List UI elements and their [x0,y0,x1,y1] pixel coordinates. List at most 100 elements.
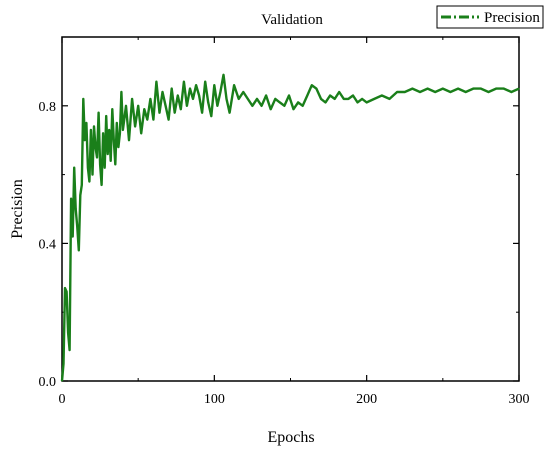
data-point [201,112,203,114]
data-point [110,160,112,162]
data-point [125,105,127,107]
data-point [146,119,148,121]
y-tick-label: 0.8 [39,100,57,115]
data-point [189,88,191,90]
data-point [82,98,84,100]
data-point [134,125,136,127]
data-point [171,88,173,90]
data-point [457,88,459,90]
data-point [347,98,349,100]
data-point [105,115,107,117]
series-line-precision [60,73,520,382]
x-axis-label: Epochs [267,429,314,446]
data-point [78,249,80,251]
y-tick-label: 0.4 [39,237,57,252]
data-point [251,105,253,107]
data-point [177,94,179,97]
data-point [69,349,71,351]
data-point [85,122,87,124]
x-tick-label: 200 [356,392,377,407]
data-point [381,94,383,97]
data-point [427,88,429,90]
data-point [338,91,340,93]
data-point [183,81,185,83]
data-point [140,132,142,134]
data-point [419,91,421,93]
data-point [96,156,98,158]
data-point [195,84,197,86]
data-point [302,105,304,107]
data-point [128,139,130,141]
legend-box [436,5,544,29]
data-point [64,287,66,289]
data-point [288,94,290,97]
x-tick-label: 300 [509,392,530,407]
data-point [204,81,206,83]
data-point [311,84,313,86]
data-point [366,101,368,103]
data-point [465,91,467,93]
data-point [61,380,63,382]
data-point [238,98,240,100]
data-point [122,129,124,131]
data-point [297,101,299,103]
x-axis-ticks: 0 100 200 300 [59,37,530,407]
y-axis-label: Precision [9,179,26,239]
data-point [361,98,363,100]
data-point [334,98,336,100]
data-point [274,98,276,100]
data-point [265,94,267,97]
data-point [480,88,482,90]
data-point [487,91,490,93]
data-point [168,119,170,121]
data-point [62,363,65,365]
data-point [306,94,308,97]
data-point [98,112,100,114]
data-point [180,108,182,110]
data-point [186,105,188,107]
data-point [99,163,101,165]
data-point [117,146,119,148]
data-point [324,101,327,103]
data-point [219,91,221,93]
data-point [155,81,157,83]
data-point [518,88,520,90]
data-point [90,129,92,131]
data-point [352,94,354,97]
data-point [104,167,106,169]
data-point [213,84,215,86]
data-point [315,88,317,90]
data-point [116,122,118,124]
data-point [320,98,322,100]
series-group [60,73,520,382]
data-point [283,105,285,107]
data-point [76,225,78,227]
data-point [137,105,139,107]
data-point [292,108,295,110]
data-point [442,88,444,90]
data-point [411,88,413,90]
data-point [356,101,359,103]
data-point [261,105,263,107]
data-point [113,139,115,141]
y-axis-ticks: 0.0 0.4 0.8 [39,100,519,390]
data-point [434,91,436,93]
data-point [70,198,72,200]
data-point [94,146,97,148]
data-point [404,91,406,93]
data-point [279,101,281,103]
data-point [102,132,104,134]
data-point [72,235,74,238]
data-point [242,91,244,93]
x-tick-label: 100 [204,392,225,407]
x-tick-label: 0 [59,392,66,407]
data-point [216,105,218,107]
data-point [81,184,83,186]
data-point [329,94,331,97]
data-point [247,98,249,100]
data-point [210,115,212,117]
data-point [225,98,228,100]
data-point [84,139,86,141]
